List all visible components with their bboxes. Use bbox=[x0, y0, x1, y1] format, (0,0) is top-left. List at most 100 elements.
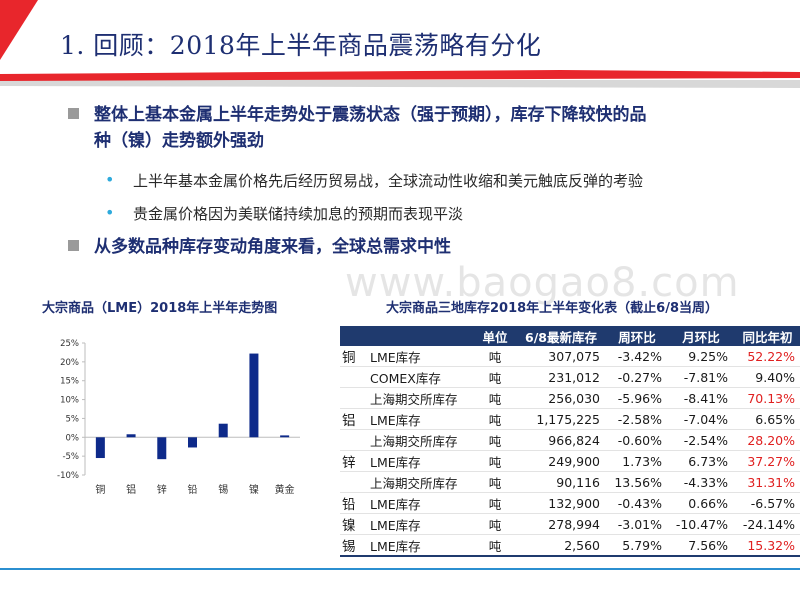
y-tick-label: 15% bbox=[60, 377, 79, 387]
bar bbox=[188, 437, 197, 448]
item-cell: LME库存 bbox=[366, 492, 474, 514]
stock-cell: 307,075 bbox=[516, 346, 606, 367]
header-band bbox=[0, 0, 800, 88]
chart-title: 大宗商品（LME）2018年上半年走势图 bbox=[42, 301, 278, 316]
table-header-cell: 同比年初 bbox=[734, 326, 800, 346]
unit-cell: 吨 bbox=[474, 346, 516, 367]
ytd-cell: 37.27% bbox=[734, 450, 800, 472]
wow-cell: 5.79% bbox=[606, 534, 668, 557]
footer-line bbox=[0, 568, 800, 570]
main-bullet-1: 整体上基本金属上半年走势处于震荡状态（强于预期），库存下降较快的品 种（镍）走势… bbox=[68, 102, 772, 154]
wow-cell: -2.58% bbox=[606, 408, 668, 430]
ytd-cell: 52.22% bbox=[734, 346, 800, 367]
wow-cell: 13.56% bbox=[606, 471, 668, 493]
y-tick-label: 25% bbox=[60, 339, 79, 349]
stock-cell: 90,116 bbox=[516, 471, 606, 493]
metal-cell: 铅 bbox=[340, 492, 366, 514]
metal-cell: 铜 bbox=[340, 346, 366, 367]
metal-cell bbox=[340, 366, 366, 388]
main-bullet-2-text: 从多数品种库存变动角度来看，全球总需求中性 bbox=[94, 237, 451, 257]
metal-cell: 锡 bbox=[340, 534, 366, 557]
square-bullet-icon bbox=[68, 108, 79, 119]
mom-cell: -4.33% bbox=[668, 471, 734, 493]
table-row: 铜 LME库存吨 307,075 -3.42% 9.25% 52.22% bbox=[340, 346, 800, 367]
table-row: COMEX库存吨 231,012 -0.27% -7.81% 9.40% bbox=[340, 366, 800, 388]
table-header-cell: 单位 bbox=[474, 326, 516, 346]
sub-bullet-2-text: 贵金属价格因为美联储持续加息的预期而表现平淡 bbox=[133, 205, 464, 223]
metal-cell bbox=[340, 387, 366, 409]
y-tick-label: -5% bbox=[62, 452, 79, 462]
table-header-cell: 6/8最新库存 bbox=[516, 326, 606, 346]
y-tick-label: 0% bbox=[66, 433, 80, 443]
dot-bullet-icon: • bbox=[105, 203, 115, 222]
metal-cell bbox=[340, 429, 366, 451]
mom-cell: 9.25% bbox=[668, 346, 734, 367]
slide-title: 1. 回顾：2018年上半年商品震荡略有分化 bbox=[60, 31, 542, 60]
wow-cell: 1.73% bbox=[606, 450, 668, 472]
mom-cell: -2.54% bbox=[668, 429, 734, 451]
stock-cell: 2,560 bbox=[516, 534, 606, 557]
item-cell: COMEX库存 bbox=[366, 366, 474, 388]
mom-cell: -8.41% bbox=[668, 387, 734, 409]
item-cell: LME库存 bbox=[366, 346, 474, 367]
mom-cell: -7.81% bbox=[668, 366, 734, 388]
unit-cell: 吨 bbox=[474, 471, 516, 493]
metal-cell: 锌 bbox=[340, 450, 366, 472]
mom-cell: 6.73% bbox=[668, 450, 734, 472]
ytd-cell: 15.32% bbox=[734, 534, 800, 557]
bar bbox=[280, 435, 290, 438]
price-change-chart: -10% -5% 0% 5% 10% 15% 20% 25% 铜 铝 锌 铅 锡 镍 黄金 bbox=[57, 339, 300, 496]
header-underline bbox=[0, 70, 800, 81]
ytd-cell: 31.31% bbox=[734, 471, 800, 493]
unit-cell: 吨 bbox=[474, 387, 516, 409]
table-header-cell bbox=[366, 326, 474, 346]
table-title: 大宗商品三地库存2018年上半年变化表（截止6/8当周） bbox=[386, 301, 719, 316]
unit-cell: 吨 bbox=[474, 534, 516, 557]
unit-cell: 吨 bbox=[474, 450, 516, 472]
x-tick-label: 黄金 bbox=[275, 483, 295, 496]
header-red-corner bbox=[0, 0, 38, 60]
x-tick-label: 铅 bbox=[188, 483, 198, 496]
wow-cell: -3.01% bbox=[606, 513, 668, 535]
bar bbox=[218, 423, 228, 438]
mom-cell: 0.66% bbox=[668, 492, 734, 514]
metal-cell: 铝 bbox=[340, 408, 366, 430]
unit-cell: 吨 bbox=[474, 366, 516, 388]
main-bullet-1-line1: 整体上基本金属上半年走势处于震荡状态（强于预期），库存下降较快的品 bbox=[94, 105, 647, 125]
unit-cell: 吨 bbox=[474, 513, 516, 535]
table-row: 镍 LME库存吨 278,994 -3.01% -10.47% -24.14% bbox=[340, 513, 800, 535]
wow-cell: -3.42% bbox=[606, 346, 668, 367]
bar bbox=[157, 437, 167, 460]
metal-cell: 镍 bbox=[340, 513, 366, 535]
ytd-cell: 9.40% bbox=[734, 366, 800, 388]
y-tick-label: -10% bbox=[57, 471, 79, 481]
mom-cell: -7.04% bbox=[668, 408, 734, 430]
table-row: 上海期交所库存吨 90,116 13.56% -4.33% 31.31% bbox=[340, 471, 800, 493]
x-tick-label: 镍 bbox=[249, 483, 259, 496]
wow-cell: -0.43% bbox=[606, 492, 668, 514]
bar bbox=[126, 434, 136, 438]
item-cell: LME库存 bbox=[366, 513, 474, 535]
sub-bullet-2: • 贵金属价格因为美联储持续加息的预期而表现平淡 bbox=[105, 203, 463, 224]
mom-cell: 7.56% bbox=[668, 534, 734, 557]
x-tick-label: 锌 bbox=[157, 483, 167, 496]
wow-cell: -0.27% bbox=[606, 366, 668, 388]
table-row: 铅 LME库存吨 132,900 -0.43% 0.66% -6.57% bbox=[340, 492, 800, 514]
main-bullet-1-line2: 种（镍）走势额外强劲 bbox=[94, 131, 264, 151]
stock-cell: 278,994 bbox=[516, 513, 606, 535]
square-bullet-icon bbox=[68, 240, 79, 251]
item-cell: 上海期交所库存 bbox=[366, 429, 474, 451]
ytd-cell: 6.65% bbox=[734, 408, 800, 430]
bar bbox=[95, 437, 105, 459]
wow-cell: -5.96% bbox=[606, 387, 668, 409]
inventory-table: 单位 6/8最新库存 周环比 月环比 同比年初 铜 LME库存吨 307,075 -3… bbox=[340, 326, 800, 557]
y-tick-label: 10% bbox=[60, 396, 79, 406]
table-header-cell: 周环比 bbox=[606, 326, 668, 346]
header-underline-shadow bbox=[0, 80, 800, 88]
sub-bullet-1: • 上半年基本金属价格先后经历贸易战，全球流动性收缩和美元触底反弹的考验 bbox=[105, 170, 643, 191]
main-bullet-2: 从多数品种库存变动角度来看，全球总需求中性 bbox=[68, 234, 772, 260]
stock-cell: 1,175,225 bbox=[516, 408, 606, 430]
table-row: 锌 LME库存吨 249,900 1.73% 6.73% 37.27% bbox=[340, 450, 800, 472]
sub-bullet-1-text: 上半年基本金属价格先后经历贸易战，全球流动性收缩和美元触底反弹的考验 bbox=[133, 172, 644, 190]
item-cell: LME库存 bbox=[366, 408, 474, 430]
